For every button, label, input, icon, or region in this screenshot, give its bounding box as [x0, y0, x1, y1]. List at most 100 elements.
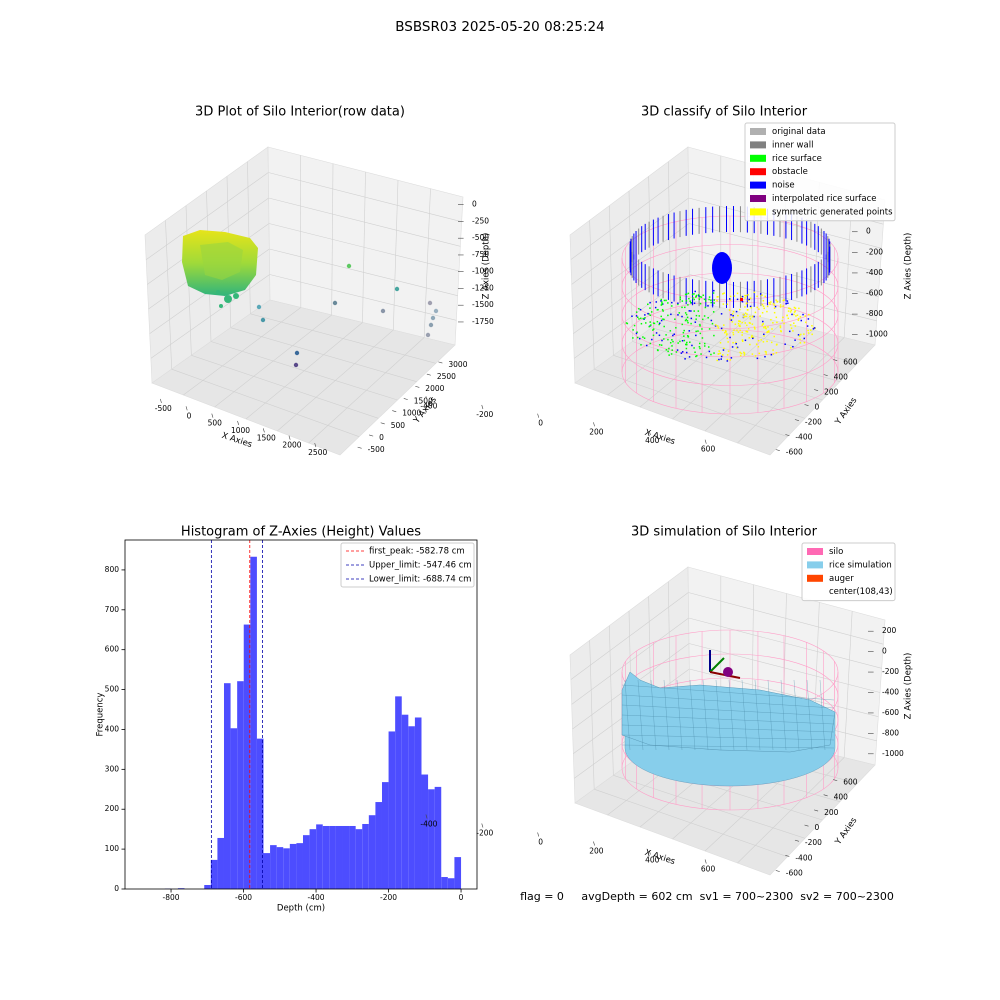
- point: [744, 315, 746, 318]
- point: [803, 333, 805, 335]
- point: [729, 299, 732, 301]
- y-tick-label: 2000: [425, 384, 444, 393]
- point: [751, 315, 754, 318]
- point: [433, 308, 439, 314]
- point: [665, 349, 668, 351]
- point: [763, 307, 765, 310]
- legend-box: [744, 122, 896, 222]
- point: [764, 355, 766, 358]
- point: [656, 320, 659, 323]
- point: [256, 304, 262, 310]
- point: [681, 300, 684, 302]
- point: [694, 351, 696, 353]
- point: [799, 316, 802, 318]
- bar: [428, 789, 435, 889]
- point: [806, 325, 809, 327]
- point: [772, 349, 774, 351]
- y-tick-label: -200: [805, 418, 822, 427]
- point: [712, 311, 715, 313]
- x-tick-label: -400: [420, 820, 437, 829]
- obstacle-point: [740, 298, 743, 301]
- point: [635, 332, 638, 335]
- point: [795, 315, 797, 317]
- x-tick-label: 0: [538, 838, 543, 847]
- mesh: [650, 679, 657, 751]
- bar: [237, 681, 244, 889]
- point: [699, 323, 701, 326]
- point: [799, 338, 801, 341]
- silo-wire: [621, 244, 839, 329]
- point: [770, 353, 773, 356]
- y-tick: [415, 385, 420, 388]
- point: [749, 315, 751, 318]
- point: [720, 355, 723, 358]
- point: [698, 345, 701, 348]
- point: [731, 321, 734, 323]
- y-tick-label: 600: [843, 358, 858, 367]
- point: [765, 351, 767, 353]
- point: [718, 358, 720, 361]
- point: [293, 362, 299, 368]
- x-tick: [704, 859, 707, 864]
- legend-label: Upper_limit: -547.46 cm: [369, 561, 472, 571]
- x-tick: [211, 413, 214, 418]
- point: [626, 322, 629, 325]
- point: [233, 293, 239, 299]
- legend-label: obstacle: [772, 167, 808, 177]
- z-tick-label: -200: [866, 247, 883, 256]
- y-axis-label: Frequency: [96, 693, 106, 737]
- point: [741, 321, 743, 324]
- mesh: [621, 684, 835, 701]
- point: [810, 329, 812, 331]
- mesh: [621, 694, 835, 709]
- point: [673, 333, 676, 335]
- bar: [302, 835, 310, 889]
- y-tick-label: 700: [105, 605, 120, 614]
- point: [790, 347, 792, 349]
- point: [694, 321, 697, 323]
- point: [729, 336, 731, 339]
- point: [797, 317, 800, 320]
- point: [697, 330, 699, 332]
- point: [744, 312, 747, 314]
- point: [685, 299, 688, 302]
- point: [729, 318, 731, 320]
- point: [775, 299, 777, 301]
- mesh: [621, 724, 835, 733]
- point: [768, 301, 770, 304]
- point: [732, 310, 735, 313]
- point: [799, 342, 802, 344]
- point: [756, 357, 759, 360]
- point: [651, 338, 653, 341]
- point: [722, 303, 725, 305]
- legend-label: original data: [772, 127, 826, 137]
- point: [671, 305, 673, 307]
- y-tick: [785, 434, 790, 436]
- y-tick-label: 200: [824, 808, 839, 817]
- bar: [421, 774, 429, 889]
- legend-label: first_peak: -582.78 cm: [369, 547, 465, 557]
- point: [707, 317, 709, 319]
- point: [652, 329, 654, 331]
- point: [701, 337, 704, 339]
- mesh: [728, 679, 735, 751]
- legend-label: silo: [829, 547, 843, 557]
- point: [775, 352, 778, 354]
- point: [693, 310, 695, 312]
- point: [679, 296, 682, 298]
- point: [744, 306, 746, 308]
- point: [807, 329, 809, 332]
- point: [686, 341, 688, 344]
- point: [697, 310, 700, 312]
- point: [807, 332, 810, 334]
- point: [690, 310, 692, 312]
- point: [695, 330, 697, 333]
- x-tick-label: 0: [538, 419, 543, 428]
- point: [736, 298, 739, 301]
- bar: [210, 859, 218, 889]
- point: [767, 326, 769, 328]
- point: [725, 334, 728, 336]
- legend-swatch: [750, 141, 766, 149]
- mesh: [702, 679, 709, 751]
- point: [745, 330, 747, 333]
